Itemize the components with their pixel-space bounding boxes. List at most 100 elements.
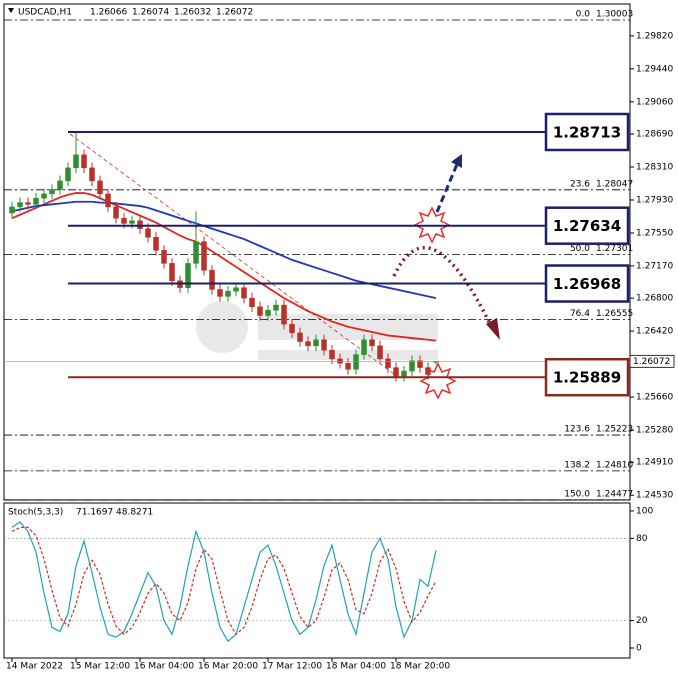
candle-body bbox=[65, 167, 71, 182]
y-tick-label: 0 bbox=[636, 643, 642, 653]
y-tick-label: 1.27930 bbox=[636, 195, 673, 205]
y-tick-label: 1.28690 bbox=[636, 129, 673, 139]
candle-body bbox=[161, 250, 167, 264]
arrow-down-head bbox=[486, 318, 500, 340]
key-level-box bbox=[544, 357, 630, 397]
candle-body bbox=[113, 206, 119, 219]
y-tick-label: 1.25660 bbox=[636, 393, 673, 403]
fib-price: 1.26555 bbox=[596, 309, 633, 319]
fib-level: 138.2 bbox=[564, 460, 590, 470]
candle-body bbox=[241, 287, 247, 299]
candle-body bbox=[257, 306, 263, 316]
candle-body bbox=[233, 287, 239, 292]
y-tick-label: 1.24530 bbox=[636, 491, 673, 501]
candle-body bbox=[281, 304, 287, 325]
candle-body bbox=[329, 349, 335, 360]
candle-body bbox=[209, 270, 215, 290]
candle-body bbox=[185, 263, 191, 288]
stoch-main-value: 71.1697 bbox=[76, 508, 113, 518]
fib-price: 1.24810 bbox=[596, 460, 633, 470]
moving-average bbox=[11, 192, 437, 342]
key-level-label: 1.28713 bbox=[553, 123, 621, 141]
candle-body bbox=[305, 341, 311, 347]
candle-body bbox=[353, 354, 359, 370]
y-tick-label: 20 bbox=[636, 616, 648, 626]
candle-body bbox=[409, 360, 415, 372]
candle-body bbox=[393, 367, 399, 377]
y-tick-label: 80 bbox=[636, 534, 648, 544]
stoch-panel bbox=[3, 502, 631, 659]
fib-level: 23.6 bbox=[570, 179, 590, 189]
candle-body bbox=[265, 310, 271, 316]
candle-body bbox=[249, 297, 255, 308]
key-level-label: 1.25889 bbox=[553, 369, 621, 387]
candle-body bbox=[193, 241, 199, 264]
stoch-line bbox=[11, 521, 437, 643]
candle-body bbox=[33, 197, 39, 205]
x-tick-label: 15 Mar 12:00 bbox=[70, 662, 130, 672]
candle-body bbox=[401, 370, 407, 377]
y-tick-label: 1.29820 bbox=[636, 31, 673, 41]
fib-price: 1.27301 bbox=[596, 244, 633, 254]
candle-body bbox=[97, 180, 103, 195]
y-tick-label: 1.29440 bbox=[636, 64, 673, 74]
candle-body bbox=[217, 289, 223, 297]
candle-body bbox=[417, 360, 423, 368]
fib-level: 0.0 bbox=[576, 9, 591, 19]
current-price: 1.26072 bbox=[633, 357, 670, 367]
trendline bbox=[69, 133, 403, 381]
candle-body bbox=[121, 217, 127, 224]
x-tick-label: 18 Mar 20:00 bbox=[390, 662, 450, 672]
y-tick-label: 1.25280 bbox=[636, 426, 673, 436]
candle-body bbox=[369, 339, 375, 347]
x-tick-label: 16 Mar 20:00 bbox=[198, 662, 258, 672]
candle-body bbox=[361, 339, 367, 355]
close: 1.26072 bbox=[216, 8, 253, 18]
y-tick-label: 1.27170 bbox=[636, 261, 673, 271]
y-tick-label: 1.29060 bbox=[636, 97, 673, 107]
candle-body bbox=[129, 220, 135, 224]
arrow-up-head bbox=[451, 154, 462, 168]
low: 1.26032 bbox=[174, 8, 211, 18]
y-tick-label: 1.28310 bbox=[636, 162, 673, 172]
symbol: USDCAD,H1 bbox=[18, 8, 72, 18]
candle-body bbox=[145, 228, 151, 238]
candle-body bbox=[201, 241, 207, 271]
candle-body bbox=[273, 304, 279, 311]
stoch-name: Stoch(5,3,3) bbox=[8, 508, 63, 518]
open: 1.26066 bbox=[90, 8, 127, 18]
fib-price: 1.28047 bbox=[596, 179, 633, 189]
x-tick-label: 16 Mar 04:00 bbox=[134, 662, 194, 672]
candle-body bbox=[105, 193, 111, 208]
candle-body bbox=[289, 323, 295, 334]
key-level-label: 1.27634 bbox=[553, 217, 621, 235]
candle-body bbox=[425, 367, 431, 375]
candle-body bbox=[345, 362, 351, 370]
x-tick-label: 17 Mar 12:00 bbox=[262, 662, 322, 672]
candle-body bbox=[385, 358, 391, 368]
y-tick-label: 1.24910 bbox=[636, 458, 673, 468]
x-tick-label: 14 Mar 2022 bbox=[6, 662, 63, 672]
fib-level: 50.0 bbox=[570, 244, 590, 254]
fib-price: 1.25223 bbox=[596, 425, 633, 435]
y-tick-label: 1.26420 bbox=[636, 327, 673, 337]
fib-price: 1.24477 bbox=[596, 489, 633, 499]
key-level-label: 1.26968 bbox=[553, 275, 621, 293]
candle-body bbox=[9, 206, 15, 214]
key-level-box bbox=[544, 206, 630, 245]
candle-body bbox=[81, 154, 87, 169]
y-tick-label: 100 bbox=[636, 506, 653, 516]
main-panel bbox=[3, 3, 631, 501]
candle-body bbox=[313, 339, 319, 347]
candle-body bbox=[153, 237, 159, 251]
candle-body bbox=[17, 202, 23, 208]
fib-level: 76.4 bbox=[570, 309, 590, 319]
key-level-box bbox=[544, 264, 630, 303]
candle-body bbox=[169, 263, 175, 281]
candle-body bbox=[297, 332, 303, 342]
key-level-box bbox=[544, 112, 630, 152]
candle-body bbox=[73, 154, 79, 169]
stoch-signal-value: 48.8271 bbox=[116, 508, 153, 518]
menu-triangle bbox=[8, 8, 14, 13]
arrow-down bbox=[392, 245, 494, 329]
